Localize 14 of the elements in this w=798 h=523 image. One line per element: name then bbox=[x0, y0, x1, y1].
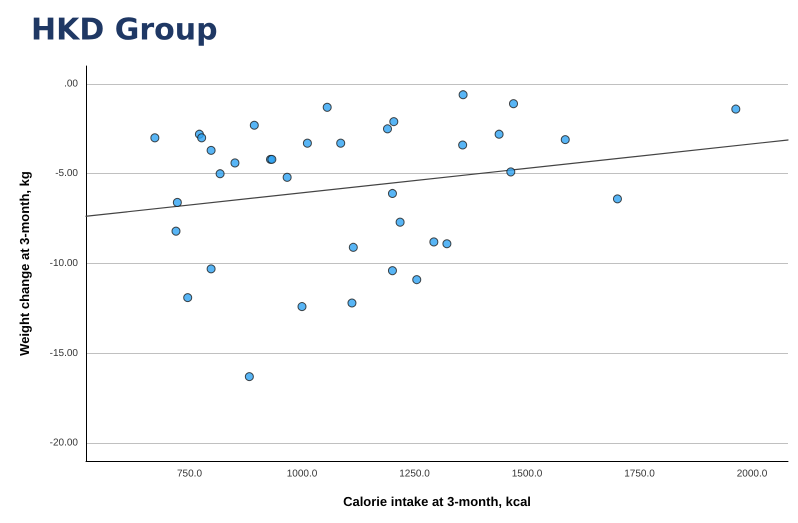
x-tick-label: 1000.0 bbox=[286, 468, 318, 480]
y-axis-title: Weight change at 3-month, kg bbox=[17, 171, 32, 356]
y-tick-label: -10.00 bbox=[50, 258, 78, 269]
x-axis-title: Calorie intake at 3-month, kcal bbox=[343, 494, 531, 509]
y-tick-label: -5.00 bbox=[55, 168, 78, 180]
x-tick-label: 750.0 bbox=[176, 468, 202, 480]
y-tick-label: -20.00 bbox=[50, 438, 78, 449]
chart-title: HKD Group bbox=[31, 12, 218, 48]
x-tick-label: 1750.0 bbox=[624, 468, 656, 480]
x-tick-label: 1500.0 bbox=[512, 468, 543, 480]
y-tick-label: -15.00 bbox=[50, 348, 78, 359]
x-tick-label: 1250.0 bbox=[399, 468, 430, 480]
y-tick-label: .00 bbox=[64, 78, 78, 90]
x-tick-label: 2000.0 bbox=[736, 468, 768, 480]
